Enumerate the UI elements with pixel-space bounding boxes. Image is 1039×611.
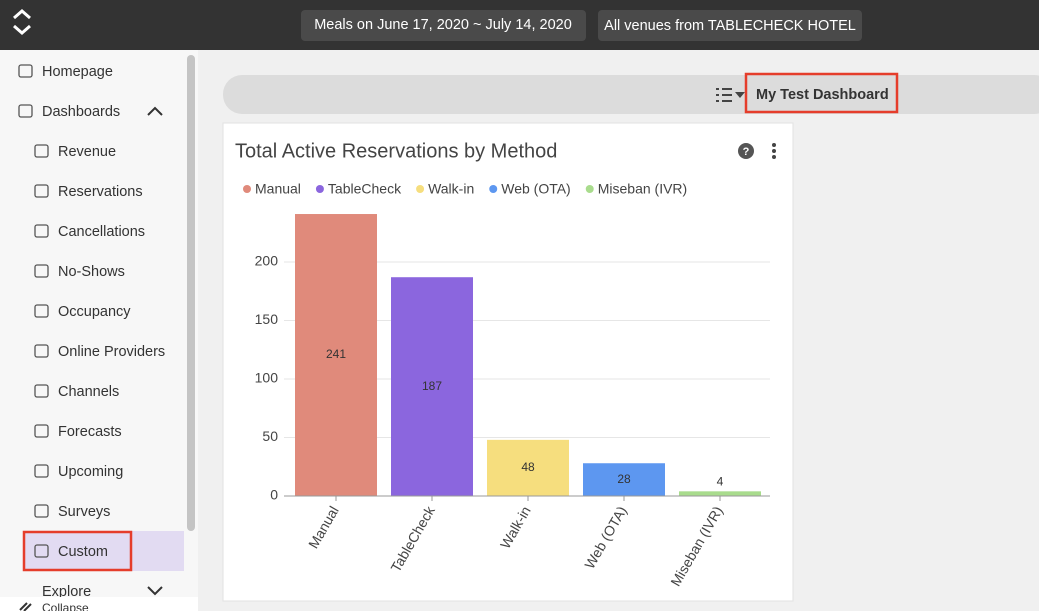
nav-item[interactable]: Homepage	[42, 64, 113, 80]
nav-icon	[34, 464, 49, 478]
bar	[391, 277, 473, 496]
legend-swatch	[315, 185, 324, 193]
help-glyph: ?	[743, 146, 750, 158]
scrollbar[interactable]	[187, 55, 195, 531]
dropdown-caret[interactable]	[735, 92, 745, 98]
data-label: 187	[422, 379, 442, 393]
nav-icon	[34, 424, 49, 438]
nav-sub-item[interactable]: Channels	[58, 384, 119, 400]
y-tick-label: 0	[270, 487, 278, 503]
legend-swatch	[585, 185, 594, 193]
nav-icon	[34, 304, 49, 318]
dot	[772, 155, 776, 159]
active-item-bg	[23, 531, 184, 571]
bar	[295, 214, 377, 496]
nav-icon	[34, 144, 49, 158]
dot	[772, 149, 776, 153]
nav-sub-item[interactable]: Forecasts	[58, 424, 122, 440]
dashboard-bar	[223, 75, 1039, 114]
data-label: 28	[617, 472, 631, 486]
card-menu[interactable]	[772, 143, 776, 159]
collapse-chevron[interactable]	[147, 106, 163, 116]
logo-mark	[13, 9, 31, 35]
sidebar: Homepage Dashboards Revenue Reservations Can…	[0, 50, 198, 611]
expand-chevron[interactable]	[147, 586, 163, 596]
dot	[772, 143, 776, 147]
list-menu-icon[interactable]	[716, 88, 732, 102]
dashboard-name[interactable]: My Test Dashboard	[756, 87, 889, 103]
nav-icon	[18, 104, 33, 118]
nav-icon	[34, 344, 49, 358]
nav-sub-item[interactable]: Online Providers	[58, 344, 165, 360]
highlight-box	[22, 530, 133, 572]
nav-icon	[34, 544, 49, 558]
legend-label[interactable]: Miseban (IVR)	[598, 181, 687, 197]
nav-sub-item[interactable]: No-Shows	[58, 264, 125, 280]
y-tick-label: 200	[255, 253, 279, 269]
bar	[679, 491, 761, 496]
nav-sub-item[interactable]: Reservations	[58, 184, 143, 200]
nav-item[interactable]: Explore	[42, 584, 91, 600]
data-label: 4	[717, 474, 724, 488]
nav-icon	[34, 504, 49, 518]
legend-swatch	[416, 185, 425, 193]
nav-sub-item[interactable]: Custom	[58, 544, 108, 560]
help-icon[interactable]	[738, 143, 754, 159]
legend-label[interactable]: Web (OTA)	[501, 181, 571, 197]
venue-filter[interactable]	[598, 10, 862, 41]
legend-label[interactable]: Walk-in	[428, 181, 474, 197]
legend-label[interactable]: Manual	[255, 181, 301, 197]
nav-sub-item[interactable]: Occupancy	[58, 304, 131, 320]
date-filter-label: Meals on June 17, 2020 ~ July 14, 2020	[314, 17, 572, 33]
bar	[487, 439, 569, 496]
nav-sub-item[interactable]: Cancellations	[58, 224, 145, 240]
y-tick-label: 50	[262, 428, 278, 444]
legend-label[interactable]: TableCheck	[328, 181, 402, 197]
nav-item[interactable]: Dashboards	[42, 104, 120, 120]
venue-filter-label: All venues from TABLECHECK HOTEL	[604, 18, 856, 34]
legend-swatch	[489, 185, 498, 193]
nav-sub-item[interactable]: Upcoming	[58, 464, 123, 480]
nav-icon	[34, 264, 49, 278]
bar	[583, 463, 665, 496]
date-filter[interactable]	[301, 10, 586, 41]
nav-icon	[34, 384, 49, 398]
nav-sub-item[interactable]: Revenue	[58, 144, 116, 160]
nav-icon	[18, 64, 33, 78]
sidebar-footer	[0, 597, 198, 611]
sidebar-bg	[0, 50, 198, 611]
nav-sub-item[interactable]: Surveys	[58, 504, 110, 520]
data-label: 241	[326, 347, 346, 361]
y-tick-label: 100	[255, 370, 279, 386]
highlight-box	[744, 72, 899, 114]
y-tick-label: 150	[255, 311, 279, 327]
data-label: 48	[521, 460, 535, 474]
logo[interactable]	[13, 9, 31, 35]
overlay: Collapse	[0, 597, 198, 611]
chart-title: Total Active Reservations by Method	[235, 140, 557, 162]
nav-icon	[34, 184, 49, 198]
nav-icon	[34, 224, 49, 238]
legend-swatch	[243, 185, 251, 193]
collapse-icon[interactable]	[19, 602, 32, 611]
collapse-label[interactable]: Collapse	[42, 601, 89, 611]
